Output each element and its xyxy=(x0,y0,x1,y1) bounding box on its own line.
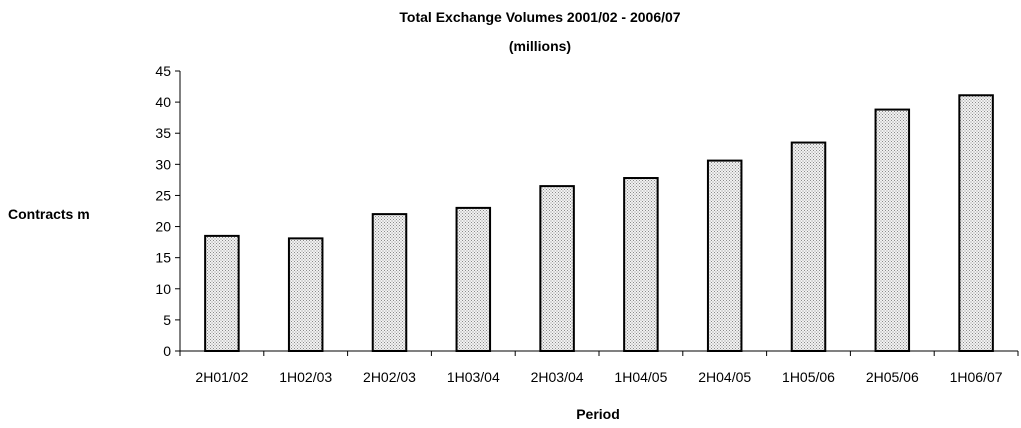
bar-2H02/03 xyxy=(371,213,408,352)
bar-1H02/03 xyxy=(287,237,324,352)
bar-1H06/07 xyxy=(958,94,994,353)
bar-2H05/06 xyxy=(874,108,911,352)
bar-1H03/04 xyxy=(455,206,492,352)
x-tick-label: 2H04/05 xyxy=(698,369,751,385)
bar-2H04/05 xyxy=(706,159,743,352)
x-tick-label: 2H05/06 xyxy=(866,369,919,385)
x-axis-label: Period xyxy=(576,406,620,422)
x-tick-label: 1H05/06 xyxy=(782,369,835,385)
y-tick-label: 10 xyxy=(155,281,171,297)
x-tick-label: 1H03/04 xyxy=(447,369,500,385)
bar-2H03/04 xyxy=(539,185,575,352)
bar-1H05/06 xyxy=(790,141,827,352)
x-tick-label: 1H06/07 xyxy=(950,369,1003,385)
y-tick-label: 40 xyxy=(155,94,171,110)
x-tick-label: 1H02/03 xyxy=(279,369,332,385)
y-axis-label: Contracts m xyxy=(8,206,90,222)
bar-2H01/02 xyxy=(204,234,240,352)
chart-title: Total Exchange Volumes 2001/02 - 2006/07 xyxy=(399,9,680,25)
y-tick-label: 5 xyxy=(163,312,171,328)
y-tick-label: 20 xyxy=(155,219,171,235)
plot-area: 0 5 10 15 20 25 30 35 40 45 2H01/02 1H02/03 2H02/03 1… xyxy=(155,63,1019,385)
y-tick-label: 45 xyxy=(155,63,171,79)
y-tick-label: 35 xyxy=(155,125,171,141)
y-tick-label: 15 xyxy=(155,250,171,266)
chart-subtitle: (millions) xyxy=(509,38,571,54)
x-tick-label: 2H01/02 xyxy=(195,369,248,385)
bar-1H04/05 xyxy=(623,177,659,352)
y-tick-label: 25 xyxy=(155,187,171,203)
x-tick-label: 2H03/04 xyxy=(531,369,584,385)
x-tick-label: 2H02/03 xyxy=(363,369,416,385)
y-tick-label: 0 xyxy=(163,343,171,359)
y-tick-label: 30 xyxy=(155,156,171,172)
x-tick-label: 1H04/05 xyxy=(614,369,667,385)
